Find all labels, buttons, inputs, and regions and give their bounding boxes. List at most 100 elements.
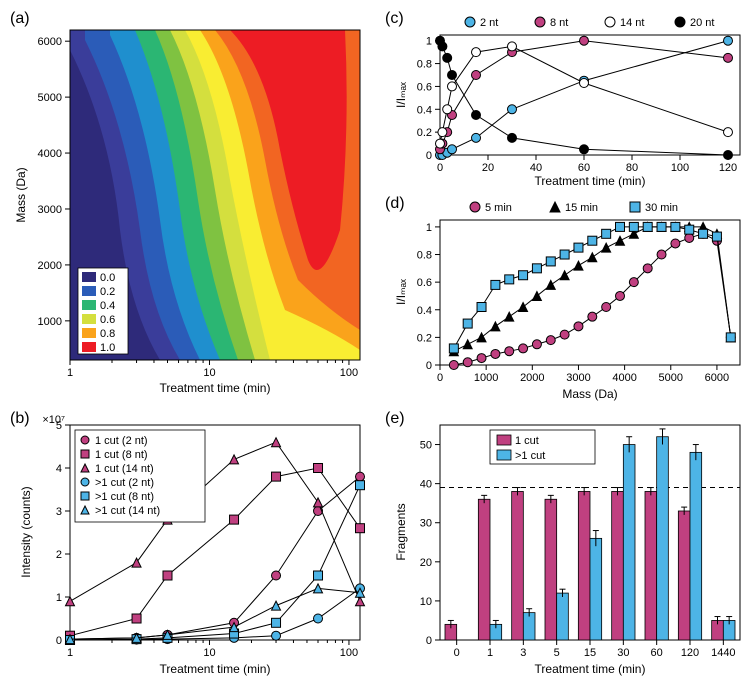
svg-text:20 nt: 20 nt bbox=[690, 17, 714, 29]
svg-text:20: 20 bbox=[420, 557, 432, 569]
svg-text:30 min: 30 min bbox=[645, 202, 678, 214]
panel-e-legend: 1 cut>1 cut bbox=[490, 430, 595, 464]
svg-text:2 nt: 2 nt bbox=[480, 17, 498, 29]
panel-b-plot: ×10⁷ 110100012345 Treatment time (min) I… bbox=[19, 414, 365, 676]
panel-e-ylabel: Fragments bbox=[394, 503, 408, 560]
panel-c-label: (c) bbox=[385, 10, 404, 28]
svg-text:0: 0 bbox=[426, 150, 432, 162]
panel-d-label: (d) bbox=[385, 195, 405, 213]
svg-text:10: 10 bbox=[203, 367, 215, 379]
svg-text:4000: 4000 bbox=[38, 148, 62, 160]
svg-text:120: 120 bbox=[719, 162, 737, 174]
svg-text:0: 0 bbox=[56, 635, 62, 647]
svg-text:15 min: 15 min bbox=[565, 202, 598, 214]
svg-text:0.2: 0.2 bbox=[417, 332, 432, 344]
svg-text:1440: 1440 bbox=[711, 647, 735, 659]
svg-text:0.6: 0.6 bbox=[100, 314, 115, 326]
svg-text:1: 1 bbox=[67, 647, 73, 659]
svg-text:100: 100 bbox=[340, 647, 358, 659]
svg-text:10: 10 bbox=[420, 596, 432, 608]
panel-e-svg: 0102030405001351530601201440 Treatment t… bbox=[385, 410, 755, 680]
svg-text:8 nt: 8 nt bbox=[550, 17, 568, 29]
panel-b-svg: ×10⁷ 110100012345 Treatment time (min) I… bbox=[10, 410, 380, 680]
svg-text:15: 15 bbox=[584, 647, 596, 659]
svg-text:0: 0 bbox=[454, 647, 460, 659]
panel-e-xlabel: Treatment time (min) bbox=[535, 662, 646, 676]
svg-text:5: 5 bbox=[554, 647, 560, 659]
panel-a-plot: 0.00.20.40.60.81.0 100020003000400050006… bbox=[14, 30, 360, 395]
panel-b-xlabel: Treatment time (min) bbox=[160, 662, 271, 676]
panel-b-label: (b) bbox=[10, 410, 30, 428]
panel-d-plot: 010002000300040005000600000.20.40.60.81 … bbox=[394, 220, 740, 401]
svg-text:1: 1 bbox=[67, 367, 73, 379]
panel-e-label: (e) bbox=[385, 410, 405, 428]
svg-text:1: 1 bbox=[426, 36, 432, 48]
panel-d-xlabel: Mass (Da) bbox=[562, 387, 617, 401]
svg-text:3000: 3000 bbox=[566, 372, 590, 384]
svg-text:0.8: 0.8 bbox=[417, 250, 432, 262]
panel-b-ylabel: Intensity (counts) bbox=[19, 486, 33, 577]
svg-text:0.2: 0.2 bbox=[417, 127, 432, 139]
svg-text:6000: 6000 bbox=[38, 36, 62, 48]
svg-text:0.6: 0.6 bbox=[417, 81, 432, 93]
svg-text:0.0: 0.0 bbox=[100, 272, 115, 284]
panel-c-xlabel: Treatment time (min) bbox=[535, 174, 646, 188]
svg-text:4000: 4000 bbox=[612, 372, 636, 384]
svg-text:2: 2 bbox=[56, 549, 62, 561]
svg-text:0.4: 0.4 bbox=[100, 300, 115, 312]
svg-text:14 nt: 14 nt bbox=[620, 17, 644, 29]
svg-text:0: 0 bbox=[426, 360, 432, 372]
panel-a-label: (a) bbox=[10, 10, 30, 28]
svg-text:0.6: 0.6 bbox=[417, 277, 432, 289]
svg-text:>1 cut (2 nt): >1 cut (2 nt) bbox=[95, 477, 154, 489]
svg-text:1: 1 bbox=[426, 222, 432, 234]
panel-e-plot: 0102030405001351530601201440 Treatment t… bbox=[394, 425, 740, 676]
panel-c-ylabel: I/Iₘₐₓ bbox=[394, 82, 408, 108]
svg-text:0.2: 0.2 bbox=[100, 286, 115, 298]
svg-text:2000: 2000 bbox=[520, 372, 544, 384]
panel-a: (a) bbox=[10, 10, 380, 405]
svg-text:5000: 5000 bbox=[659, 372, 683, 384]
panel-e: (e) 0102030405001351530601201440 Treatme… bbox=[385, 410, 755, 680]
panel-b: (b) ×10⁷ 110100012345 Treatment time (mi… bbox=[10, 410, 380, 680]
svg-text:1 cut (8 nt): 1 cut (8 nt) bbox=[95, 449, 148, 461]
svg-text:20: 20 bbox=[482, 162, 494, 174]
svg-text:60: 60 bbox=[578, 162, 590, 174]
svg-text:100: 100 bbox=[671, 162, 689, 174]
svg-text:5000: 5000 bbox=[38, 92, 62, 104]
svg-text:>1 cut (14 nt): >1 cut (14 nt) bbox=[95, 505, 160, 517]
svg-text:1000: 1000 bbox=[474, 372, 498, 384]
svg-text:0: 0 bbox=[437, 162, 443, 174]
panel-c: (c) 02040608010012000.20.40.60.81 Treatm… bbox=[385, 10, 755, 190]
panel-b-legend: 1 cut (2 nt) 1 cut (8 nt) 1 cut (14 nt) >1 … bbox=[75, 430, 205, 522]
panel-c-legend: 2 nt 8 nt 14 nt 20 nt bbox=[465, 17, 714, 29]
svg-text:1 cut (14 nt): 1 cut (14 nt) bbox=[95, 463, 154, 475]
svg-text:30: 30 bbox=[420, 518, 432, 530]
svg-text:1 cut: 1 cut bbox=[515, 435, 539, 447]
svg-text:30: 30 bbox=[617, 647, 629, 659]
svg-text:0.8: 0.8 bbox=[417, 59, 432, 71]
svg-text:40: 40 bbox=[530, 162, 542, 174]
svg-text:0.4: 0.4 bbox=[417, 104, 432, 116]
svg-text:3: 3 bbox=[520, 647, 526, 659]
svg-text:4: 4 bbox=[56, 463, 62, 475]
panel-d-legend: 5 min 15 min 30 min bbox=[470, 202, 678, 214]
svg-text:100: 100 bbox=[340, 367, 358, 379]
svg-text:3: 3 bbox=[56, 506, 62, 518]
svg-text:0: 0 bbox=[437, 372, 443, 384]
panel-d-ylabel: I/Iₘₐₓ bbox=[394, 279, 408, 305]
svg-text:3000: 3000 bbox=[38, 204, 62, 216]
panel-a-ylabel: Mass (Da) bbox=[14, 167, 28, 222]
panel-d-svg: 010002000300040005000600000.20.40.60.81 … bbox=[385, 195, 755, 405]
svg-text:5 min: 5 min bbox=[485, 202, 512, 214]
svg-text:1.0: 1.0 bbox=[100, 342, 115, 354]
panel-c-svg: 02040608010012000.20.40.60.81 Treatment … bbox=[385, 10, 755, 190]
svg-text:1 cut (2 nt): 1 cut (2 nt) bbox=[95, 435, 148, 447]
svg-text:40: 40 bbox=[420, 479, 432, 491]
svg-text:1000: 1000 bbox=[38, 316, 62, 328]
svg-text:60: 60 bbox=[651, 647, 663, 659]
svg-text:120: 120 bbox=[681, 647, 699, 659]
svg-text:1: 1 bbox=[487, 647, 493, 659]
svg-text:1: 1 bbox=[56, 592, 62, 604]
svg-text:6000: 6000 bbox=[705, 372, 729, 384]
